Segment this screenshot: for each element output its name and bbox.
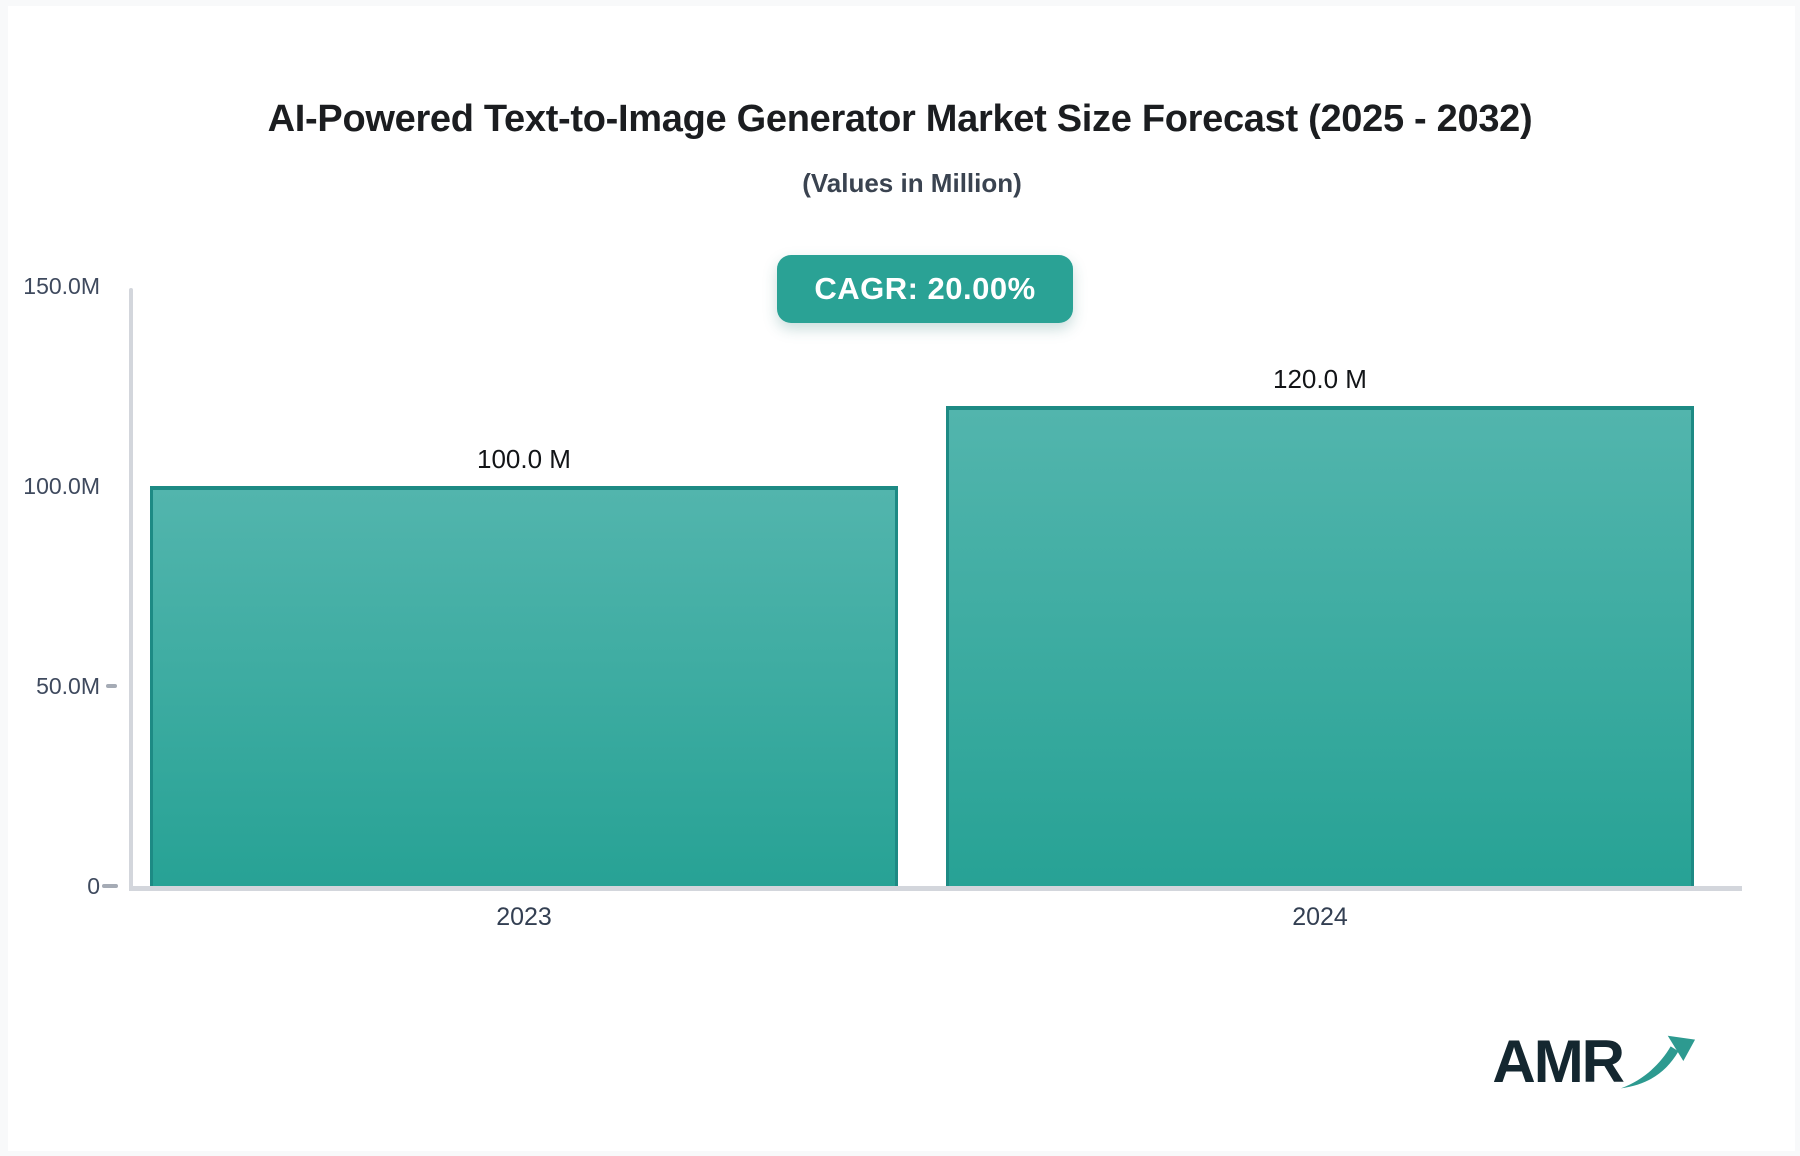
cagr-badge: CAGR: 20.00% bbox=[777, 255, 1073, 323]
y-tick-mark-50.0M bbox=[106, 684, 117, 688]
x-axis-line bbox=[129, 886, 1742, 891]
trend-up-arrow-icon bbox=[1620, 1035, 1696, 1089]
bar-2024 bbox=[946, 406, 1694, 886]
y-axis-line bbox=[129, 288, 133, 888]
chart-subtitle: (Values in Million) bbox=[802, 168, 1022, 198]
bar-value-label-2023: 100.0 M bbox=[477, 444, 571, 474]
card-edge-left bbox=[0, 0, 8, 1156]
x-axis-label-2024: 2024 bbox=[1292, 903, 1348, 931]
bar-2023 bbox=[150, 486, 898, 886]
amr-logo: AMR bbox=[1492, 1032, 1697, 1092]
card-edge-right bbox=[1795, 0, 1800, 1156]
card-edge-bottom bbox=[0, 1151, 1800, 1156]
card-edge-top bbox=[0, 0, 1800, 6]
y-tick-label-50.0M: 50.0M bbox=[36, 673, 100, 699]
y-tick-label-100.0M: 100.0M bbox=[23, 473, 100, 499]
x-axis-label-2023: 2023 bbox=[496, 903, 552, 931]
amr-logo-text: AMR bbox=[1492, 1028, 1625, 1095]
y-tick-mark-0 bbox=[102, 884, 118, 888]
bar-value-label-2024: 120.0 M bbox=[1273, 364, 1367, 394]
chart-title: AI-Powered Text-to-Image Generator Marke… bbox=[267, 98, 1533, 140]
y-tick-label-0: 0 bbox=[87, 873, 100, 899]
y-tick-label-150.0M: 150.0M bbox=[23, 273, 100, 299]
cagr-badge-label: CAGR: 20.00% bbox=[814, 271, 1036, 306]
